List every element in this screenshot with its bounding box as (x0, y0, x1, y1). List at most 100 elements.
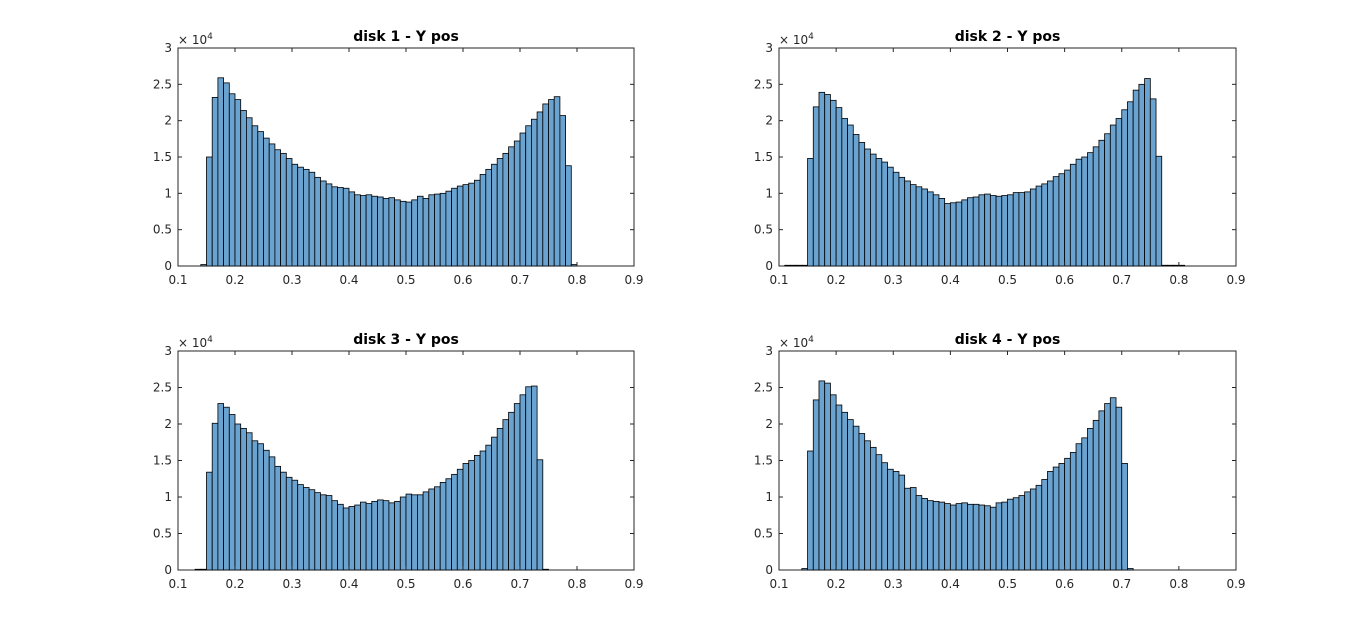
y-tick-label: 2 (164, 114, 172, 128)
histogram-bar (468, 460, 475, 571)
histogram-bar (1121, 463, 1128, 571)
histogram-bar (348, 506, 356, 571)
histogram-bar (217, 77, 224, 267)
x-tick-label: 0.1 (769, 273, 788, 287)
y-tick-label: 2.5 (153, 381, 172, 395)
histogram-bar (847, 419, 854, 571)
x-tick-label: 0.6 (1055, 577, 1074, 591)
histogram-bar (320, 494, 327, 571)
y-tick-label: 3 (164, 344, 172, 358)
subplot-disk-1: 0.1 0.2 0.3 0.4 0.5 0.6 0.7 0.8 0.9 0 0.5 1 1.5 2 2.5 3… (153, 29, 644, 287)
histogram-bar (909, 487, 917, 571)
histogram-bar (223, 82, 230, 267)
histogram-bar (932, 194, 940, 267)
histogram-bar (485, 168, 492, 267)
x-tick-label: 0.7 (510, 273, 529, 287)
histogram-bar (411, 199, 418, 267)
histogram-bar (228, 414, 236, 571)
histogram-bar (291, 479, 299, 571)
histogram-bar (297, 484, 304, 571)
histogram-bar (978, 194, 986, 267)
histogram-bar (240, 110, 247, 267)
histogram-bar (502, 152, 509, 267)
histogram-bar (342, 507, 350, 571)
histogram-bar (1104, 403, 1111, 571)
subplot-disk-3: 0.1 0.2 0.3 0.4 0.5 0.6 0.7 0.8 0.9 0 0.5 1 1.5 2 2.5 3… (153, 332, 644, 591)
histogram-bar (1058, 463, 1066, 571)
histogram-bar (1064, 169, 1071, 267)
histogram-bar (995, 195, 1003, 267)
histogram-bar (1052, 176, 1060, 267)
y-tick-label: 3 (765, 344, 773, 358)
histogram-bar (280, 471, 287, 571)
x-tick-label: 0.9 (624, 577, 643, 591)
histogram-bar (508, 146, 515, 267)
histogram-bar (1047, 180, 1054, 267)
histogram-bar (485, 444, 492, 571)
histogram-bar (967, 197, 974, 267)
histogram-bar (1155, 155, 1163, 267)
histogram-bar (308, 489, 316, 571)
histogram-bar (1041, 183, 1048, 267)
histogram-bar (542, 103, 549, 267)
y-tick-label: 1 (765, 490, 773, 504)
histogram-bar (491, 163, 498, 267)
histogram-bar (1058, 173, 1066, 267)
histogram-bar (807, 158, 814, 267)
histogram-bar (394, 500, 401, 571)
histogram-bar (359, 501, 367, 571)
histogram-bar (473, 454, 481, 571)
histogram-bar (1167, 264, 1174, 267)
x-tick-label: 0.7 (510, 577, 529, 591)
histogram-bar (308, 171, 316, 267)
histogram-bar (1047, 471, 1054, 571)
histogram-bar (314, 176, 321, 267)
histogram-bar (841, 118, 848, 267)
histogram-bar (365, 503, 373, 571)
y-tick-label: 2 (765, 114, 773, 128)
histogram-bar (938, 501, 946, 571)
histogram-bar (852, 425, 860, 571)
y-exponent-label: × 104 (779, 335, 814, 350)
histogram-bar (525, 386, 532, 571)
histogram-bar (978, 504, 986, 571)
histogram-bar (818, 380, 826, 571)
histogram-bar (1069, 163, 1077, 267)
histogram-bar (405, 201, 413, 267)
histogram-bar (428, 194, 435, 267)
y-tick-label: 1.5 (754, 454, 773, 468)
histogram-bar (864, 148, 871, 267)
histogram-bar (1075, 158, 1083, 267)
histogram-bar (1115, 406, 1123, 571)
histogram-bar (1092, 419, 1100, 571)
histogram-bar (852, 134, 860, 267)
histogram-bar (898, 474, 906, 571)
histogram-bar (274, 465, 281, 571)
histogram-bar (1149, 98, 1157, 267)
histogram-bar (416, 195, 424, 267)
x-tick-label: 0.1 (168, 577, 187, 591)
histogram-bar (1161, 264, 1168, 267)
histogram-bar (439, 481, 447, 571)
histogram-bar (365, 194, 373, 267)
histogram-bar (812, 399, 820, 571)
histogram-bar (502, 419, 509, 571)
histogram-bar (542, 568, 549, 571)
histogram-bar (967, 503, 974, 571)
histogram-bar (1178, 264, 1185, 267)
x-tick-label: 0.3 (282, 273, 301, 287)
histogram-bar (790, 264, 797, 267)
x-tick-label: 0.4 (339, 577, 358, 591)
y-tick-label: 2 (164, 417, 172, 431)
y-tick-label: 2.5 (754, 381, 773, 395)
histogram-bar (1069, 452, 1077, 571)
subplot-disk-2: 0.1 0.2 0.3 0.4 0.5 0.6 0.7 0.8 0.9 0 0.5 1 1.5 2 2.5 3… (754, 29, 1246, 287)
x-tick-label: 0.1 (769, 577, 788, 591)
histogram-bar (257, 131, 264, 267)
histogram-bar (536, 459, 544, 571)
histogram-bar (1024, 191, 1031, 267)
histogram-bar (422, 198, 430, 267)
histogram-bar (337, 503, 344, 571)
histogram-bar (382, 500, 390, 571)
histogram-bar (921, 188, 928, 267)
